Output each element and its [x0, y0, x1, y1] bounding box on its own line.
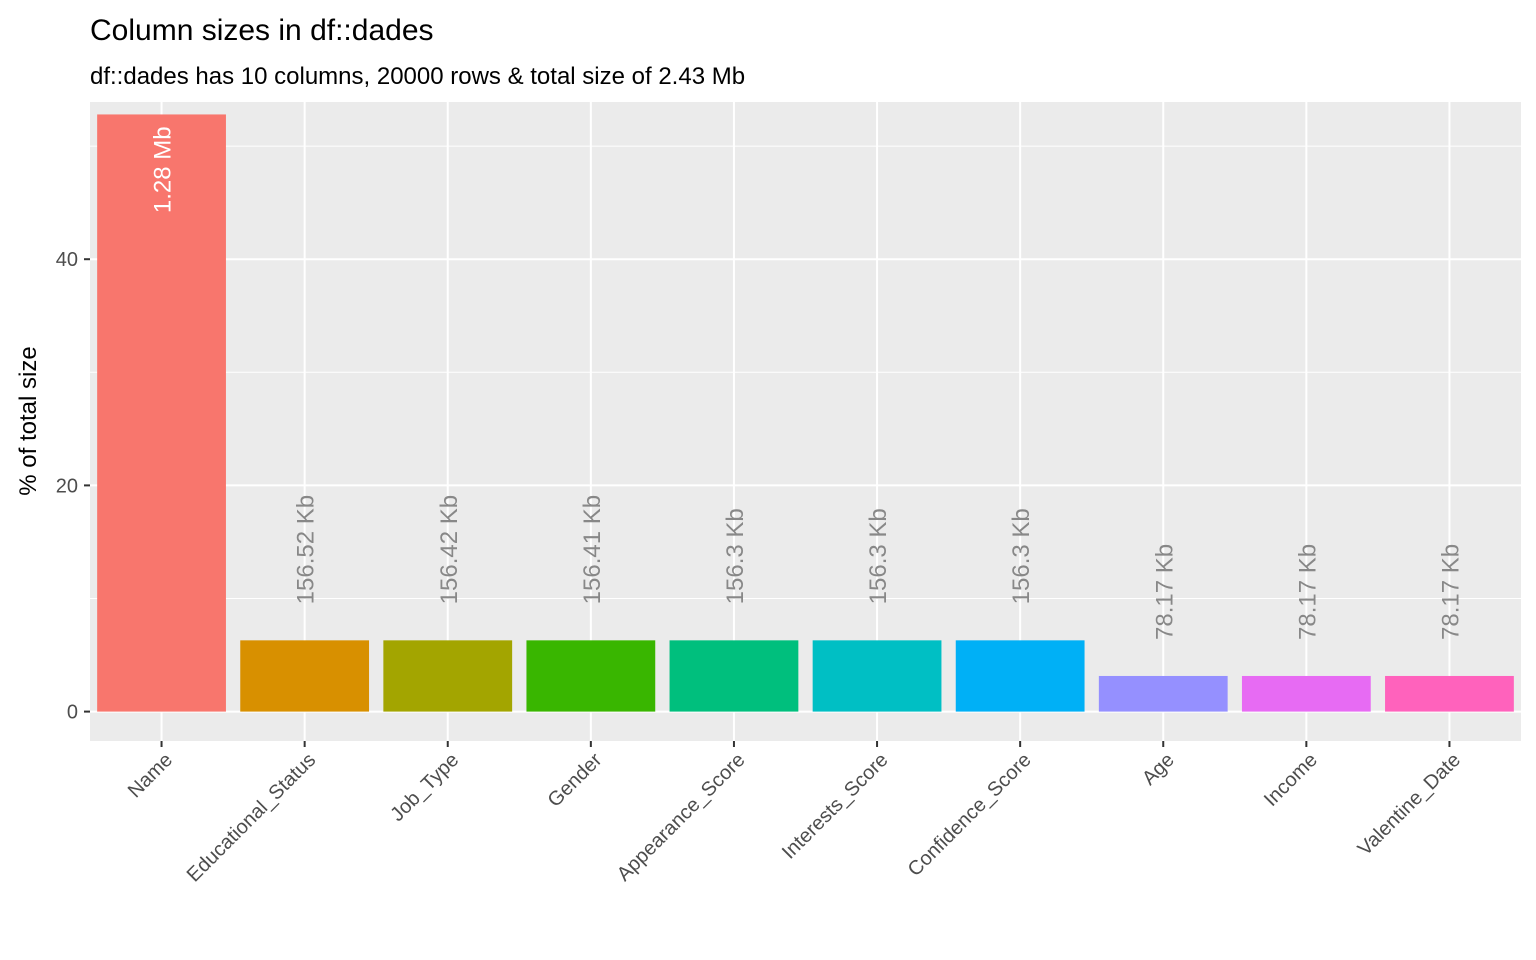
bar-interests-score [812, 640, 942, 712]
x-tick-label: Confidence_Score [904, 749, 1036, 881]
x-tick-label: Gender [544, 749, 607, 812]
x-tick-label: Interests_Score [778, 749, 893, 864]
bar-confidence-score [955, 640, 1085, 712]
bar-income [1241, 675, 1371, 712]
x-tick-label: Valentine_Date [1354, 749, 1465, 860]
bars [97, 114, 1514, 712]
y-tick-label: 20 [56, 475, 78, 497]
data-label: 156.3 Kb [865, 508, 892, 604]
chart-subtitle: df::dades has 10 columns, 20000 rows & t… [90, 63, 745, 90]
data-labels: 1.28 Mb 156.52 Kb 156.42 Kb 156.41 Kb 156.3 … [150, 126, 1465, 640]
x-tick-label: Name [124, 749, 177, 802]
data-label: 156.42 Kb [436, 495, 463, 604]
gridlines [90, 102, 1521, 741]
data-label: 1.28 Mb [150, 126, 177, 213]
bar-gender [526, 640, 656, 712]
x-tick-label: Age [1138, 749, 1179, 790]
data-label: 156.52 Kb [293, 495, 320, 604]
data-label: 78.17 Kb [1437, 544, 1464, 640]
plot-panel [90, 102, 1521, 741]
data-label: 156.41 Kb [579, 495, 606, 604]
bar-valentine-date [1385, 675, 1514, 712]
bar-name [97, 114, 226, 712]
x-tick-label: Job_Type [386, 749, 463, 826]
bar-appearance-score [669, 640, 799, 712]
bar-educational-status [240, 640, 370, 712]
chart-title: Column sizes in df::dades [90, 14, 434, 47]
data-label: 156.3 Kb [722, 508, 749, 604]
data-label: 78.17 Kb [1151, 544, 1178, 640]
y-tick-label: 40 [56, 249, 78, 271]
y-tick-label: 0 [67, 702, 78, 724]
bar-job-type [383, 640, 513, 712]
x-tick-label: Income [1260, 749, 1322, 811]
data-label: 78.17 Kb [1294, 544, 1321, 640]
x-tick-label: Appearance_Score [613, 749, 750, 886]
y-axis-title: % of total size [15, 346, 42, 495]
bar-age [1098, 675, 1228, 712]
data-label: 156.3 Kb [1008, 508, 1035, 604]
x-tick-label: Educational_Status [183, 749, 320, 886]
